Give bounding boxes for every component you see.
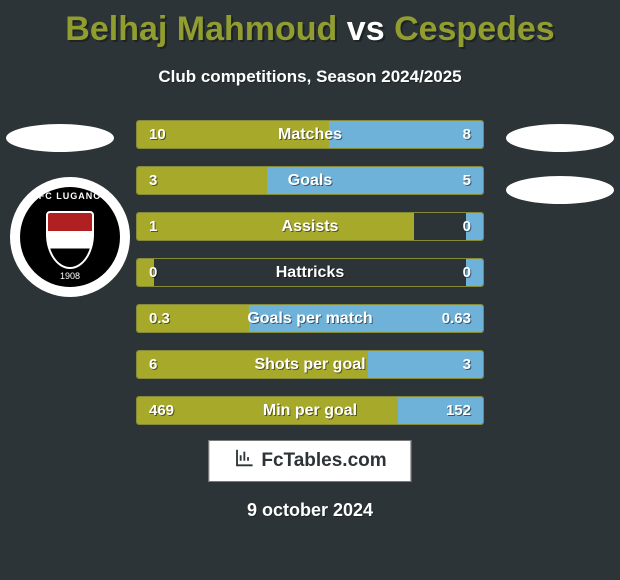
player2-badge-ellipse-2 xyxy=(506,176,614,204)
player1-name: Belhaj Mahmoud xyxy=(65,10,337,48)
club-logo: FC LUGANO 1908 xyxy=(10,177,130,297)
stat-row: 10Assists xyxy=(136,212,484,241)
footer-brand: FcTables.com xyxy=(208,440,411,482)
club-logo-shield xyxy=(46,211,94,269)
stat-metric-label: Hattricks xyxy=(137,259,483,286)
club-logo-bottom-text: 1908 xyxy=(20,271,120,281)
stat-metric-label: Goals per match xyxy=(137,305,483,332)
stat-row: 35Goals xyxy=(136,166,484,195)
stats-panel: 108Matches 35Goals 10Assists 00Hattricks 0.3… xyxy=(136,120,484,425)
stat-metric-label: Goals xyxy=(137,167,483,194)
player2-badge-ellipse-1 xyxy=(506,124,614,152)
stat-row: 469152Min per goal xyxy=(136,396,484,425)
stat-metric-label: Min per goal xyxy=(137,397,483,424)
stat-metric-label: Assists xyxy=(137,213,483,240)
club-logo-top-text: FC LUGANO xyxy=(20,191,120,201)
vs-label: vs xyxy=(347,10,385,48)
stat-row: 0.30.63Goals per match xyxy=(136,304,484,333)
stat-metric-label: Shots per goal xyxy=(137,351,483,378)
player2-name: Cespedes xyxy=(394,10,555,48)
stat-row: 00Hattricks xyxy=(136,258,484,287)
date-label: 9 october 2024 xyxy=(0,500,620,521)
comparison-title: Belhaj Mahmoud vs Cespedes xyxy=(0,0,620,49)
footer-site-label: FcTables.com xyxy=(261,450,386,472)
stat-row: 63Shots per goal xyxy=(136,350,484,379)
subtitle: Club competitions, Season 2024/2025 xyxy=(0,67,620,87)
player1-badge-ellipse xyxy=(6,124,114,152)
stat-row: 108Matches xyxy=(136,120,484,149)
stat-metric-label: Matches xyxy=(137,121,483,148)
chart-icon xyxy=(233,447,255,475)
